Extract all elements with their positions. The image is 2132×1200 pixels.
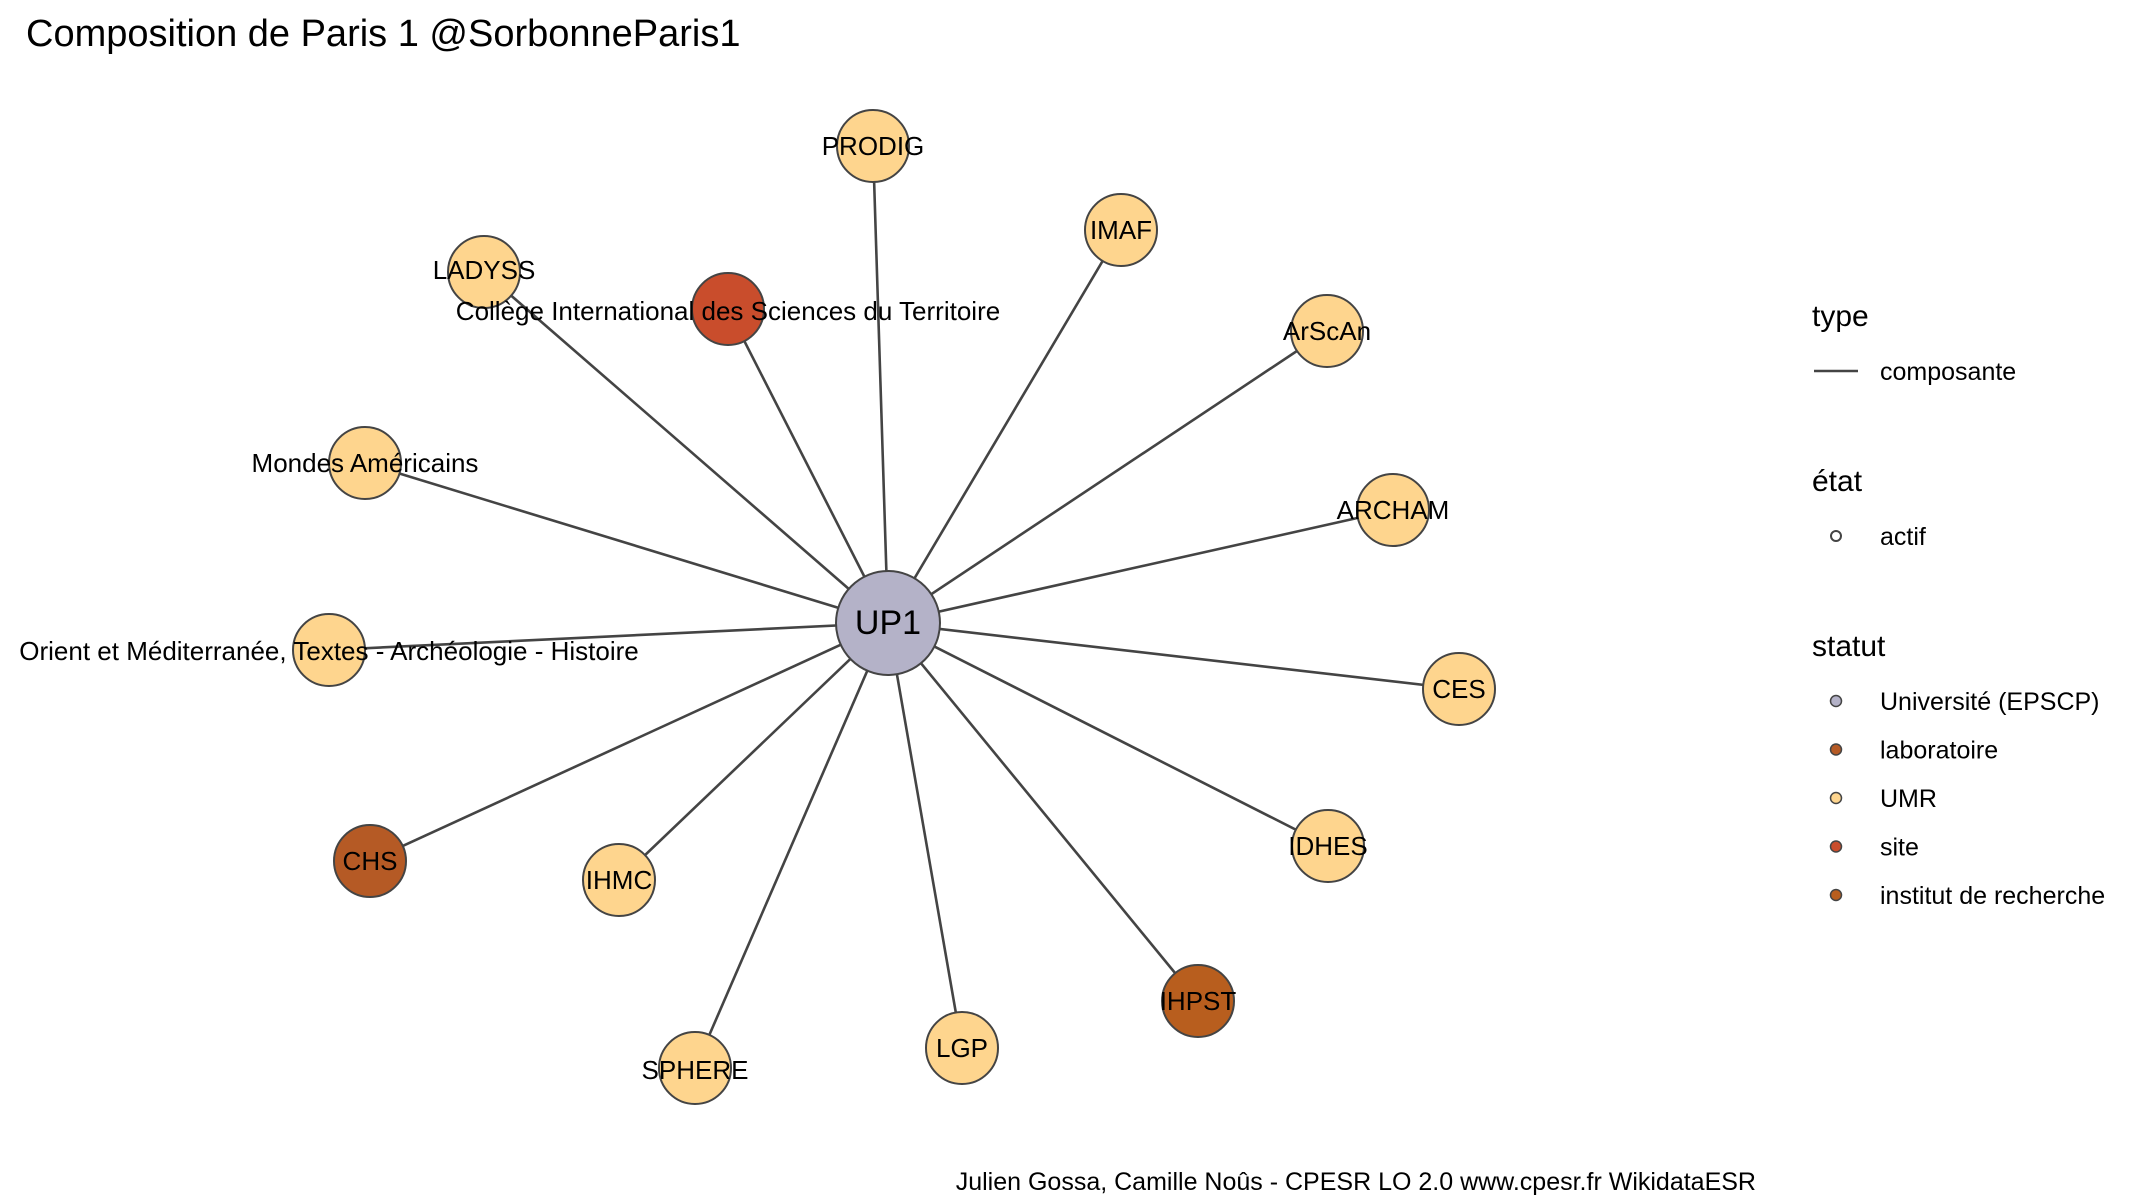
legend-statut-swatch-site: [1829, 840, 1843, 853]
node-mondes-americains: Mondes Américains: [252, 426, 479, 500]
node-prodig: PRODIG: [822, 109, 925, 183]
node-circle: [1291, 809, 1365, 883]
hub-node-circle: [835, 570, 941, 676]
node-circle: [1084, 193, 1158, 267]
nodes-layer: PRODIG IMAF LADYSS Collège International de…: [19, 109, 1496, 1105]
diagram-title: Composition de Paris 1 @SorbonneParis1: [26, 13, 741, 55]
node-label: PRODIG: [822, 131, 925, 161]
legend-statut-label-universite-epscp: Université (EPSCP): [1880, 688, 2100, 716]
node-circle: [1161, 964, 1235, 1038]
node-archam: ARCHAM: [1337, 473, 1450, 547]
node-label: CHS: [343, 846, 398, 876]
node-label: ArScAn: [1283, 316, 1371, 346]
node-circle: [582, 843, 656, 917]
node-label: IDHES: [1288, 831, 1367, 861]
legend-etat-item-label: actif: [1880, 523, 1926, 551]
legend-etat-swatch: [1830, 530, 1842, 542]
legend-statut-label-institut-de-recherche: institut de recherche: [1880, 882, 2105, 910]
node-ihmc: IHMC: [582, 843, 656, 917]
node-college-international-des-sciences-du-territoire: Collège International des Sciences du Te…: [456, 272, 1000, 346]
legend-statut-label-umr: UMR: [1880, 785, 1937, 813]
edge-up1-lgp: [886, 622, 964, 1049]
node-ihpst: IHPST: [1160, 964, 1237, 1038]
node-circle: [328, 426, 402, 500]
edge-up1-ihpst: [886, 622, 1200, 1002]
edge-up1-ihmc: [618, 622, 889, 881]
edge-up1-chs: [369, 621, 889, 863]
legend-type: type composante: [1812, 300, 2016, 386]
node-circle: [292, 613, 366, 687]
node-label: IHPST: [1160, 986, 1237, 1016]
legend-type-item-label: composante: [1880, 358, 2016, 386]
edge-up1-sphere: [693, 622, 890, 1069]
edge-up1-idhes: [887, 621, 1329, 848]
node-arscan: ArScAn: [1283, 294, 1371, 368]
node-circle: [691, 272, 765, 346]
legend-statut-swatch-laboratoire: [1829, 743, 1843, 756]
legend-statut-swatch-umr: [1829, 791, 1843, 805]
hub-node: UP1: [835, 570, 941, 676]
edge-up1-ces: [887, 621, 1460, 691]
node-label: IMAF: [1090, 215, 1152, 245]
node-label: Mondes Américains: [252, 448, 479, 478]
legend-statut: statut Université (EPSCP) laboratoire UMR s…: [1812, 630, 2105, 910]
legend-statut-label-laboratoire: laboratoire: [1880, 737, 1998, 765]
node-ladyss: LADYSS: [433, 235, 536, 309]
edge-up1-college-international-des-sciences-du-territoire: [726, 308, 890, 624]
node-label: LGP: [936, 1033, 988, 1063]
node-circle: [447, 235, 521, 309]
node-orient-et-mediterranee-textes-archeologie-histoire: Orient et Méditerranée, Textes - Archéol…: [19, 613, 639, 687]
edge-up1-orient-et-mediterranee-textes-archeologie-histoire: [328, 621, 889, 652]
legend-statut-label-site: site: [1880, 834, 1919, 862]
node-label: IHMC: [586, 865, 652, 895]
edge-up1-ladyss: [483, 271, 889, 624]
legend-etat-title: état: [1812, 465, 1863, 498]
node-chs: CHS: [333, 824, 407, 898]
legend-statut-title: statut: [1812, 630, 1886, 663]
legend: type composante état actif statut Univer…: [1812, 300, 2105, 910]
legend-statut-swatch-universite-epscp: [1829, 694, 1843, 708]
edge-up1-imaf: [886, 229, 1123, 624]
legend-type-title: type: [1812, 300, 1869, 333]
edge-up1-mondes-americains: [364, 461, 889, 625]
node-label: ARCHAM: [1337, 495, 1450, 525]
edge-up1-archam: [887, 508, 1394, 625]
edge-up1-arscan: [887, 329, 1328, 625]
node-imaf: IMAF: [1084, 193, 1158, 267]
node-label: CES: [1432, 674, 1485, 704]
legend-etat: état actif: [1812, 465, 1926, 551]
node-circle: [658, 1031, 732, 1105]
node-circle: [836, 109, 910, 183]
node-circle: [925, 1011, 999, 1085]
diagram-caption: Julien Gossa, Camille Noûs - CPESR LO 2.…: [956, 1168, 1756, 1196]
node-ces: CES: [1422, 652, 1496, 726]
node-circle: [1356, 473, 1430, 547]
hub-node-label: UP1: [855, 604, 921, 642]
node-circle: [1290, 294, 1364, 368]
node-sphere: SPHERE: [642, 1031, 749, 1105]
node-label: Collège International des Sciences du Te…: [456, 296, 1000, 326]
legend-statut-swatch-institut-de-recherche: [1829, 888, 1843, 902]
node-label: Orient et Méditerranée, Textes - Archéol…: [19, 636, 638, 666]
edges-layer: [328, 145, 1460, 1069]
node-circle: [1422, 652, 1496, 726]
edge-up1-prodig: [871, 145, 890, 624]
node-idhes: IDHES: [1288, 809, 1368, 883]
node-lgp: LGP: [925, 1011, 999, 1085]
node-circle: [333, 824, 407, 898]
node-label: SPHERE: [642, 1055, 749, 1085]
node-label: LADYSS: [433, 255, 536, 285]
